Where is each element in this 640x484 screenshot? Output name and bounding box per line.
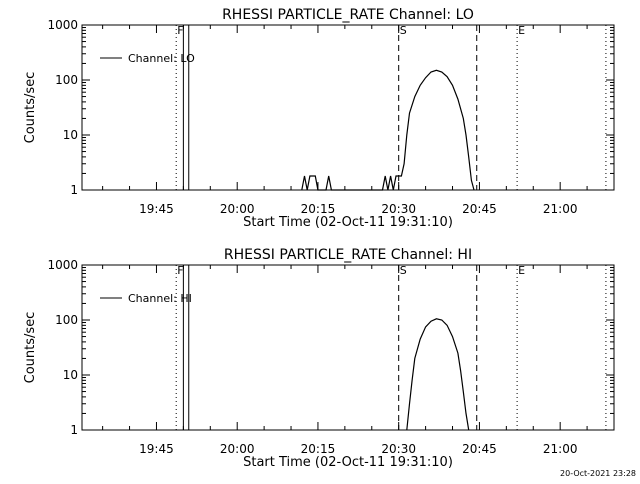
x-tick-label: 20:15: [301, 202, 336, 216]
y-tick-label: 1000: [47, 18, 78, 32]
y-tick-label: 10: [63, 368, 78, 382]
x-tick-label: 20:30: [381, 442, 416, 456]
series-line: [406, 318, 470, 431]
chart-panel-0: RHESSI PARTICLE_RATE Channel: LO 1 10 100 10…: [23, 7, 615, 230]
chart-title: RHESSI PARTICLE_RATE Channel: LO: [222, 7, 474, 23]
x-axis-label: Start Time (02-Oct-11 19:31:10): [243, 455, 453, 470]
event-marker-label: F: [177, 264, 183, 277]
y-tick-label: 1000: [47, 258, 78, 272]
y-axis-label: Counts/sec: [23, 72, 38, 144]
event-marker-label: F: [177, 24, 183, 37]
timestamp-footer: 20-Oct-2021 23:28: [560, 469, 636, 478]
event-marker-label: S: [400, 24, 407, 37]
x-tick-label: 20:00: [220, 202, 255, 216]
chart-panel-1: RHESSI PARTICLE_RATE Channel: HI 1 10 100 10…: [23, 247, 615, 470]
y-tick-label: 1: [70, 423, 78, 437]
legend-label: Channel: HI: [128, 292, 192, 305]
x-tick-label: 20:00: [220, 442, 255, 456]
series-line: [301, 69, 475, 191]
y-tick-label: 1: [70, 183, 78, 197]
x-tick-label: 20:45: [462, 442, 497, 456]
event-marker-label: E: [518, 24, 525, 37]
x-tick-label: 20:45: [462, 202, 497, 216]
x-tick-label: 19:45: [139, 202, 174, 216]
plot-frame: [81, 24, 615, 191]
y-tick-label: 100: [55, 313, 78, 327]
x-tick-label: 21:00: [543, 202, 578, 216]
x-tick-label: 19:45: [139, 442, 174, 456]
x-tick-label: 21:00: [543, 442, 578, 456]
legend-label: Channel: LO: [128, 52, 195, 65]
event-marker-label: E: [518, 264, 525, 277]
chart-title: RHESSI PARTICLE_RATE Channel: HI: [224, 247, 472, 263]
plot-frame: [81, 264, 615, 431]
y-axis-label: Counts/sec: [23, 312, 38, 384]
x-tick-label: 20:15: [301, 442, 336, 456]
x-axis-label: Start Time (02-Oct-11 19:31:10): [243, 215, 453, 230]
y-tick-label: 10: [63, 128, 78, 142]
event-marker-label: S: [400, 264, 407, 277]
y-tick-label: 100: [55, 73, 78, 87]
x-tick-label: 20:30: [381, 202, 416, 216]
